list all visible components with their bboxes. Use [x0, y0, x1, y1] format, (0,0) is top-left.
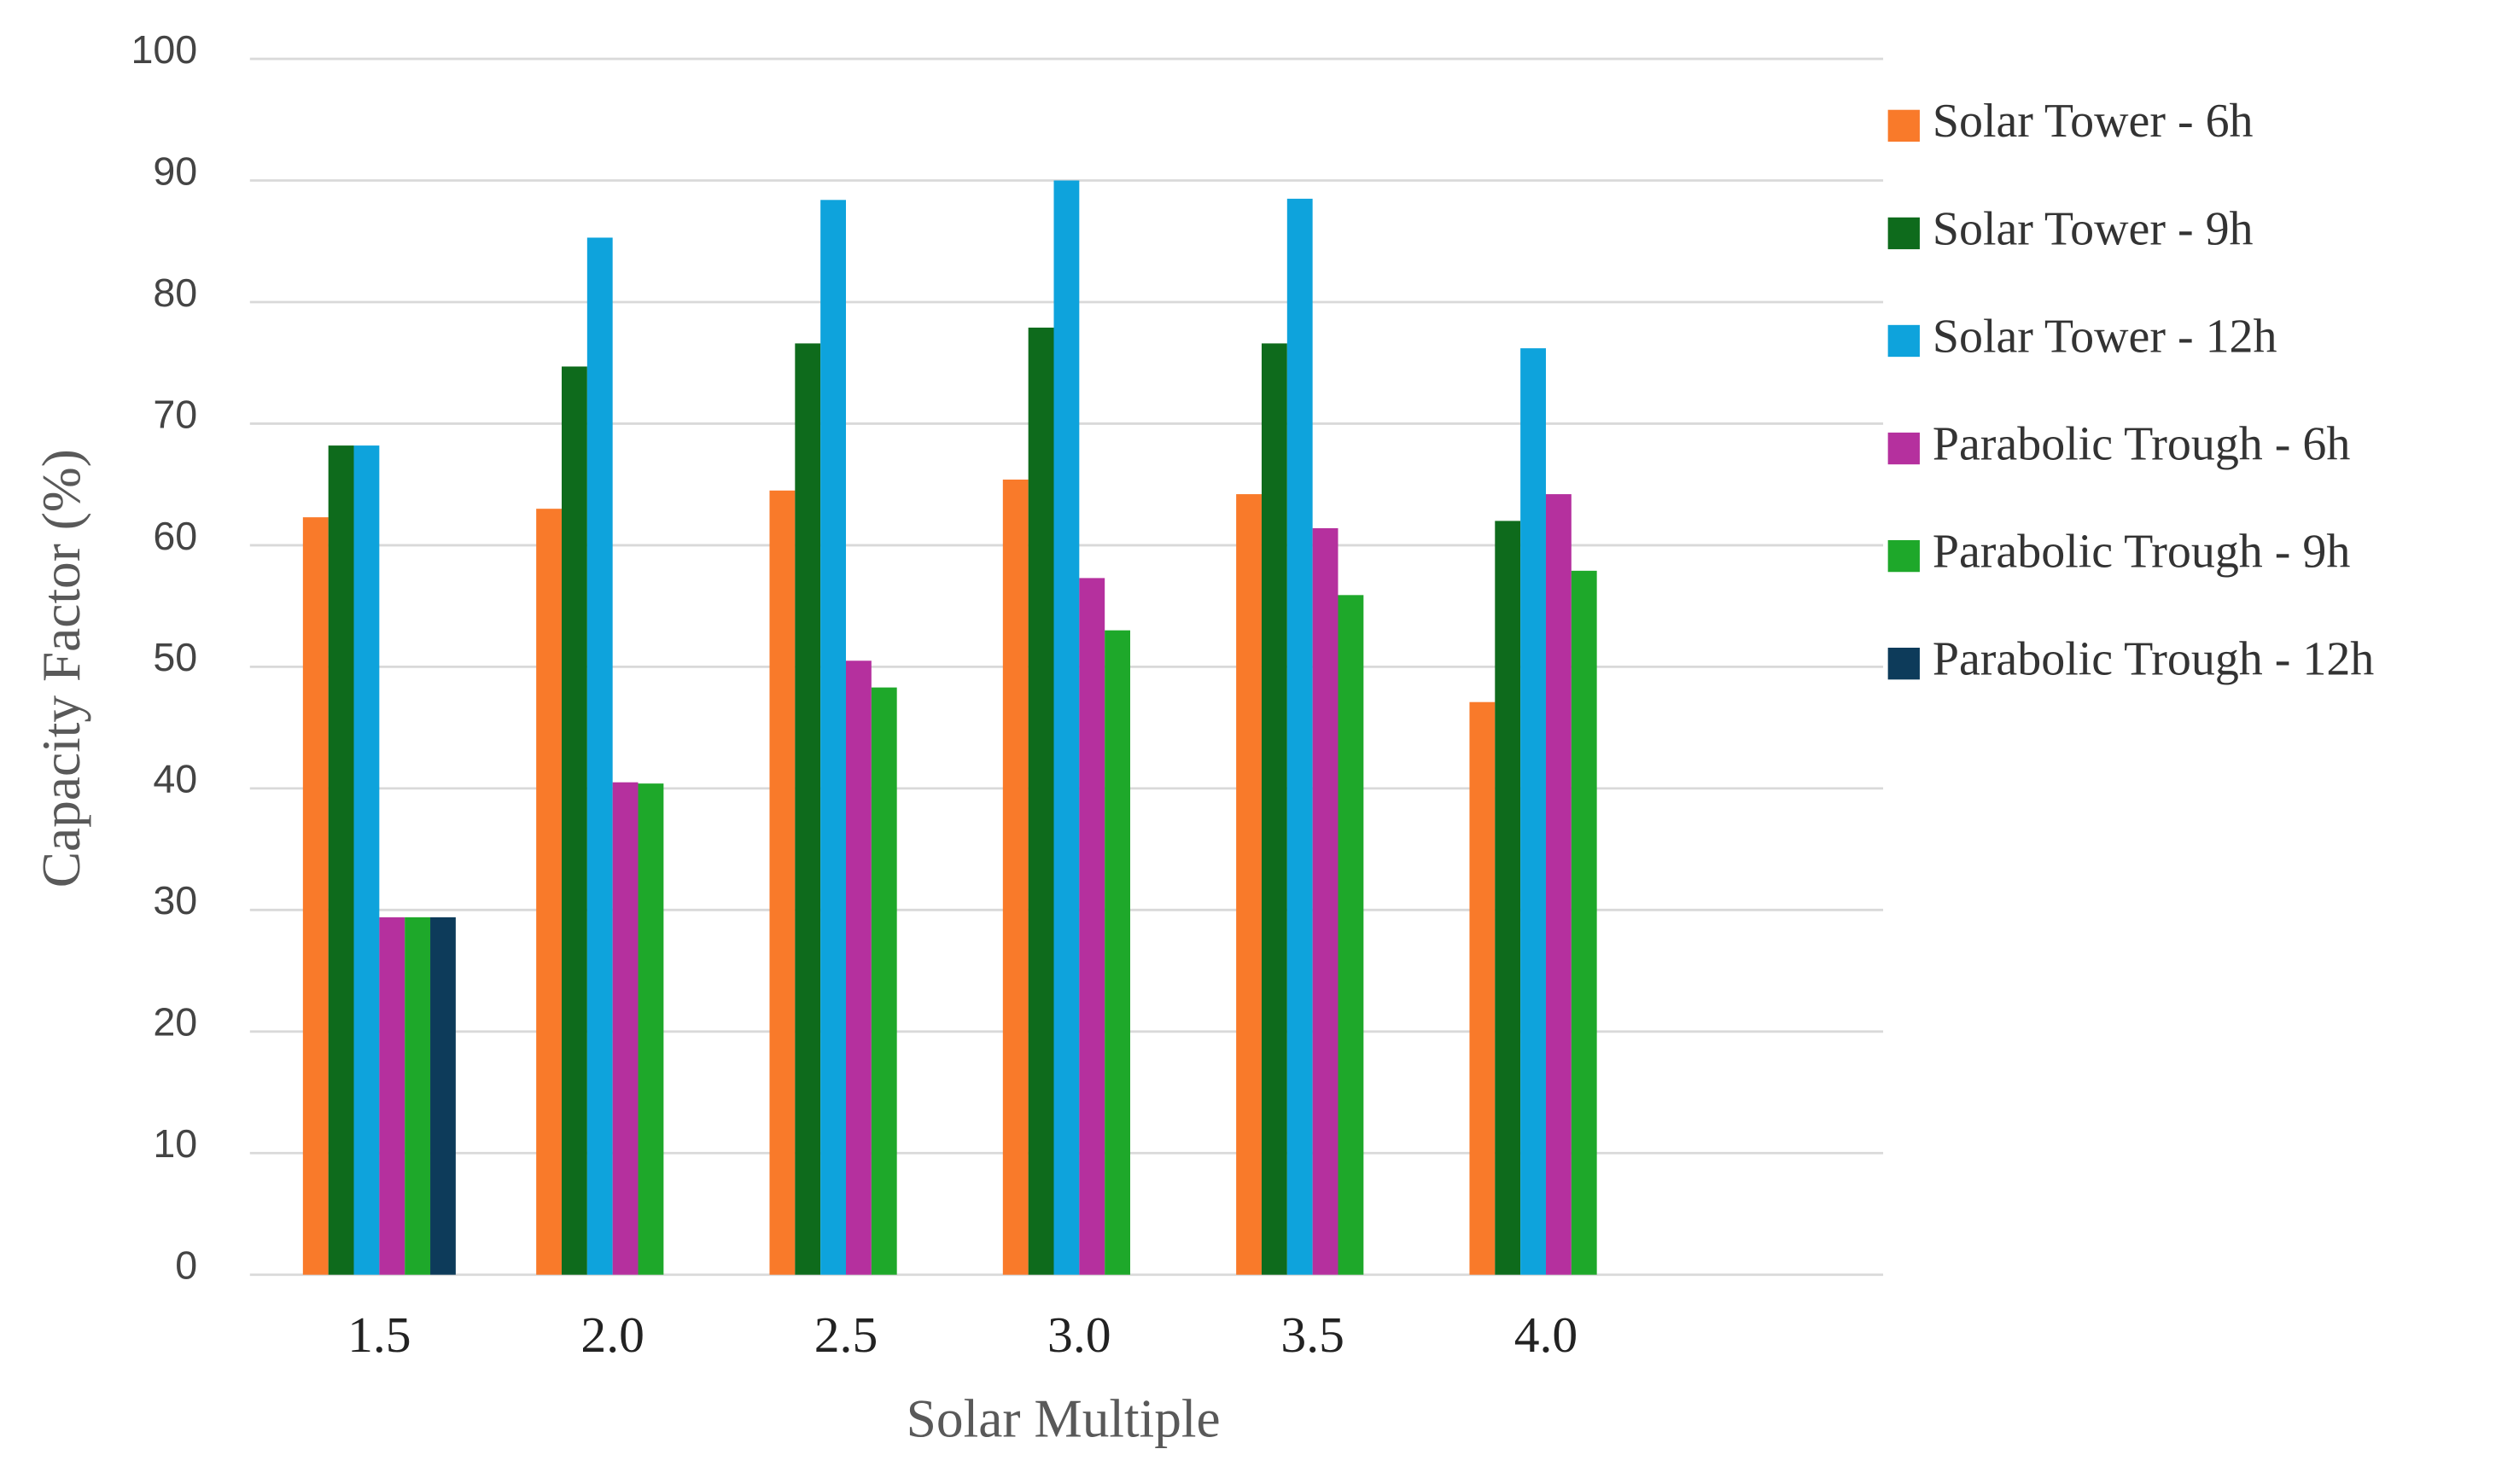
- bar: [1338, 595, 1364, 1275]
- bar: [1105, 630, 1131, 1275]
- x-tick-label: 2.0: [580, 1307, 644, 1363]
- legend-swatch: [1887, 109, 1920, 143]
- y-tick-label: 60: [153, 514, 197, 558]
- y-tick-label: 90: [153, 148, 197, 193]
- bar: [1053, 180, 1080, 1275]
- y-tick-label: 50: [153, 635, 197, 679]
- x-tick-label: 2.5: [814, 1307, 878, 1363]
- legend-label: Solar Tower - 6h: [1933, 95, 2254, 148]
- bar: [1312, 527, 1338, 1275]
- x-tick-label: 4.0: [1514, 1307, 1578, 1363]
- x-axis-title: Solar Multiple: [907, 1389, 1221, 1449]
- legend-swatch: [1887, 539, 1920, 573]
- bar: [562, 366, 587, 1275]
- x-tick-label: 3.5: [1280, 1307, 1344, 1363]
- bar: [769, 490, 796, 1275]
- y-axis-title: Capacity Factor (%): [32, 449, 91, 887]
- bar: [1286, 198, 1313, 1275]
- bar: [638, 783, 664, 1275]
- legend-label: Parabolic Trough - 12h: [1933, 633, 2374, 686]
- bar: [1261, 343, 1287, 1275]
- bar: [328, 445, 354, 1275]
- legend-label: Parabolic Trough - 9h: [1933, 525, 2350, 578]
- bar: [1079, 578, 1105, 1275]
- y-tick-label: 10: [153, 1121, 197, 1166]
- legend-label: Solar Tower - 12h: [1933, 310, 2277, 363]
- bar: [1002, 479, 1029, 1275]
- bar: [1469, 701, 1496, 1275]
- y-tick-label: 20: [153, 1000, 197, 1045]
- bar: [1571, 570, 1597, 1275]
- bar: [871, 687, 897, 1275]
- bar: [430, 917, 456, 1275]
- y-tick-label: 40: [153, 757, 197, 801]
- bar: [1028, 327, 1054, 1275]
- x-tick-label: 1.5: [347, 1307, 411, 1363]
- bar: [846, 661, 872, 1275]
- y-tick-label: 100: [131, 27, 197, 72]
- bar: [379, 917, 405, 1275]
- legend-label: Solar Tower - 9h: [1933, 202, 2254, 255]
- bar: [612, 782, 639, 1275]
- bar: [302, 517, 329, 1275]
- bar: [536, 509, 563, 1275]
- bar: [1495, 521, 1521, 1275]
- legend-swatch: [1887, 432, 1920, 465]
- bar: [1236, 494, 1262, 1275]
- bar: [586, 237, 613, 1275]
- y-tick-label: 80: [153, 271, 197, 315]
- bar: [405, 917, 431, 1275]
- y-tick-label: 0: [175, 1243, 197, 1288]
- bar: [795, 343, 821, 1275]
- legend-swatch: [1887, 324, 1920, 358]
- bar: [353, 445, 380, 1275]
- legend-label: Parabolic Trough - 6h: [1933, 417, 2350, 470]
- y-tick-label: 30: [153, 878, 197, 922]
- bar: [1520, 348, 1546, 1275]
- legend-swatch: [1887, 217, 1920, 250]
- x-tick-label: 3.0: [1047, 1307, 1111, 1363]
- legend-swatch: [1887, 648, 1920, 680]
- bar: [820, 200, 847, 1275]
- bar: [1545, 494, 1572, 1275]
- y-tick-label: 70: [153, 392, 197, 436]
